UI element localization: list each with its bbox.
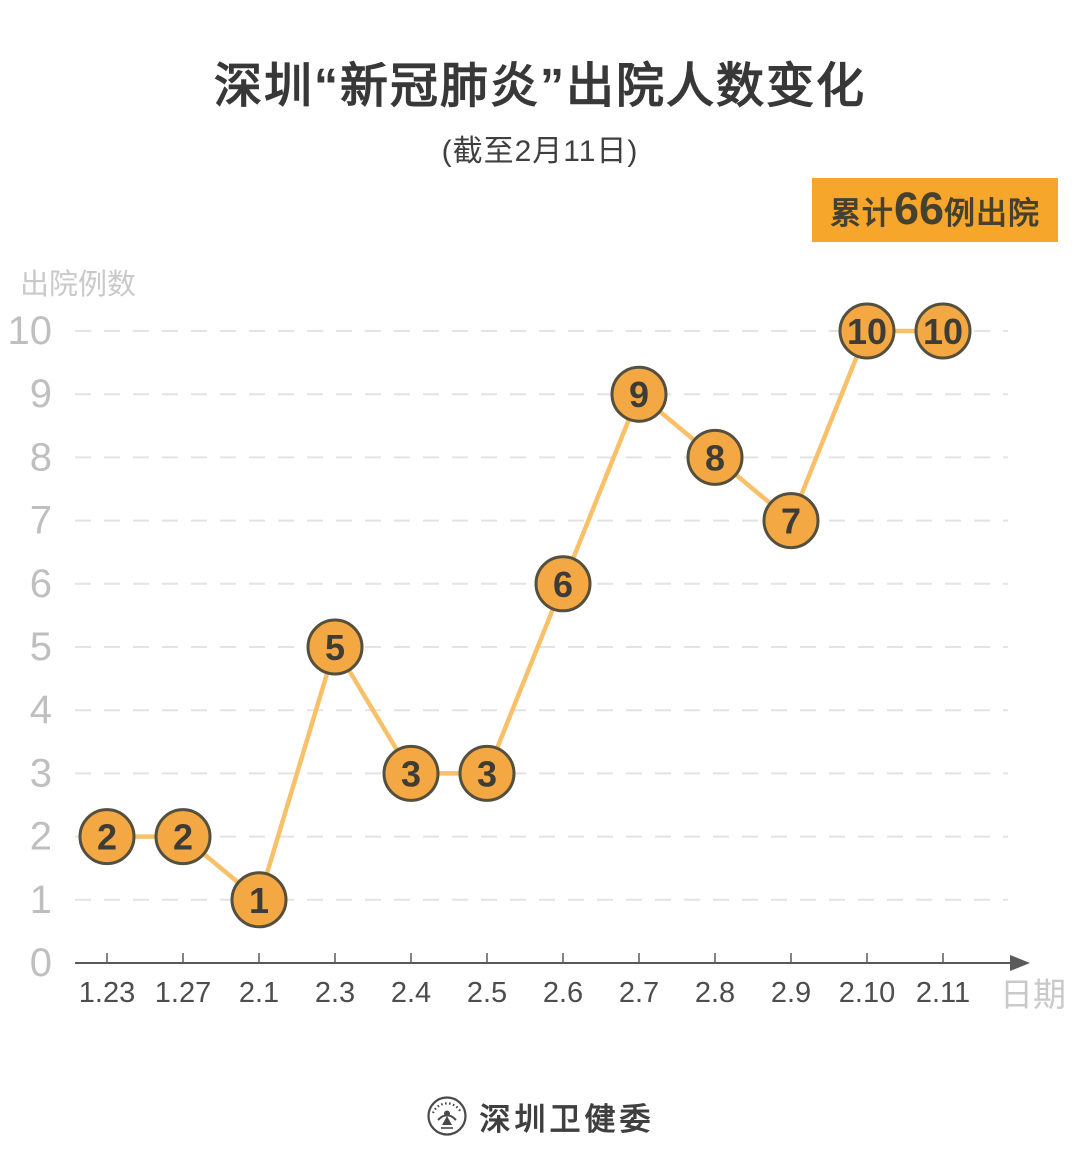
badge-number: 66: [893, 183, 944, 234]
data-point-value: 8: [705, 437, 725, 478]
x-tick-label: 2.11: [916, 977, 970, 1009]
data-point-value: 10: [847, 311, 887, 352]
y-axis-title: 出院例数: [20, 268, 136, 301]
y-tick-label: 1: [30, 878, 52, 922]
data-point-value: 7: [781, 501, 801, 542]
badge-prefix: 累计: [829, 196, 894, 231]
data-point: [382, 744, 440, 802]
x-axis-arrow: [1010, 955, 1030, 971]
x-tick-label: 2.4: [391, 977, 431, 1009]
data-point-value: 3: [477, 753, 497, 794]
y-tick-label: 8: [30, 435, 52, 479]
health-commission-emblem-icon: [426, 1096, 467, 1136]
y-tick-label: 7: [30, 499, 52, 543]
data-point-value: 1: [249, 880, 269, 921]
data-point-value: 2: [97, 817, 117, 858]
data-point: [534, 555, 592, 613]
y-tick-label: 6: [30, 562, 52, 606]
chart-title: 深圳“新冠肺炎”出院人数变化: [213, 60, 866, 113]
y-tick-label: 10: [8, 309, 53, 353]
data-point-value: 3: [401, 753, 421, 794]
source-name: 深圳卫健委: [479, 1101, 655, 1137]
x-tick-label: 2.1: [239, 977, 279, 1009]
x-tick-label: 2.6: [543, 977, 583, 1009]
footer-logo: 深圳卫健委: [0, 1086, 1080, 1146]
cumulative-total-badge: 累计 66 例出院: [811, 178, 1058, 242]
y-tick-label: 2: [30, 815, 52, 859]
data-point: [914, 302, 972, 360]
y-tick-label: 9: [30, 372, 52, 416]
data-point-value: 2: [173, 817, 193, 858]
discharge-line-chart: 出院例数 0 1 2 3 4 5 6 7 8 9 10 1.23 1.27 2.1 2.3 2.4 2.5 2.6 2…: [8, 268, 1067, 1013]
x-tick-label: 1.23: [79, 977, 135, 1009]
data-point: [458, 744, 516, 802]
series-line: [107, 328, 943, 903]
chart-subtitle: (截至2月11日): [441, 135, 639, 168]
x-tick-label: 2.10: [839, 977, 895, 1009]
badge-suffix: 例出院: [944, 196, 1040, 231]
data-point: [230, 871, 288, 929]
data-point: [686, 428, 744, 486]
data-point: [762, 492, 820, 550]
data-point: [154, 808, 212, 866]
x-tick-label: 1.27: [155, 977, 211, 1009]
y-tick-label: 3: [30, 751, 52, 795]
data-point-value: 10: [923, 311, 963, 352]
y-tick-label: 5: [30, 625, 52, 669]
data-point-value: 5: [325, 627, 345, 668]
data-point: [610, 365, 668, 423]
y-tick-label: 4: [30, 688, 52, 732]
x-tick-label: 2.7: [619, 977, 659, 1009]
data-point: [78, 808, 136, 866]
x-tick-label: 2.8: [695, 977, 735, 1009]
x-tick-label: 2.3: [315, 977, 355, 1009]
x-tick-label: 2.9: [771, 977, 811, 1009]
data-point: [838, 302, 896, 360]
data-point-value: 9: [629, 374, 649, 415]
x-axis-title: 日期: [1000, 976, 1066, 1013]
data-point-value: 6: [553, 564, 573, 605]
x-tick-label: 2.5: [467, 977, 507, 1009]
y-tick-label: 0: [30, 941, 52, 985]
data-point: [306, 618, 364, 676]
